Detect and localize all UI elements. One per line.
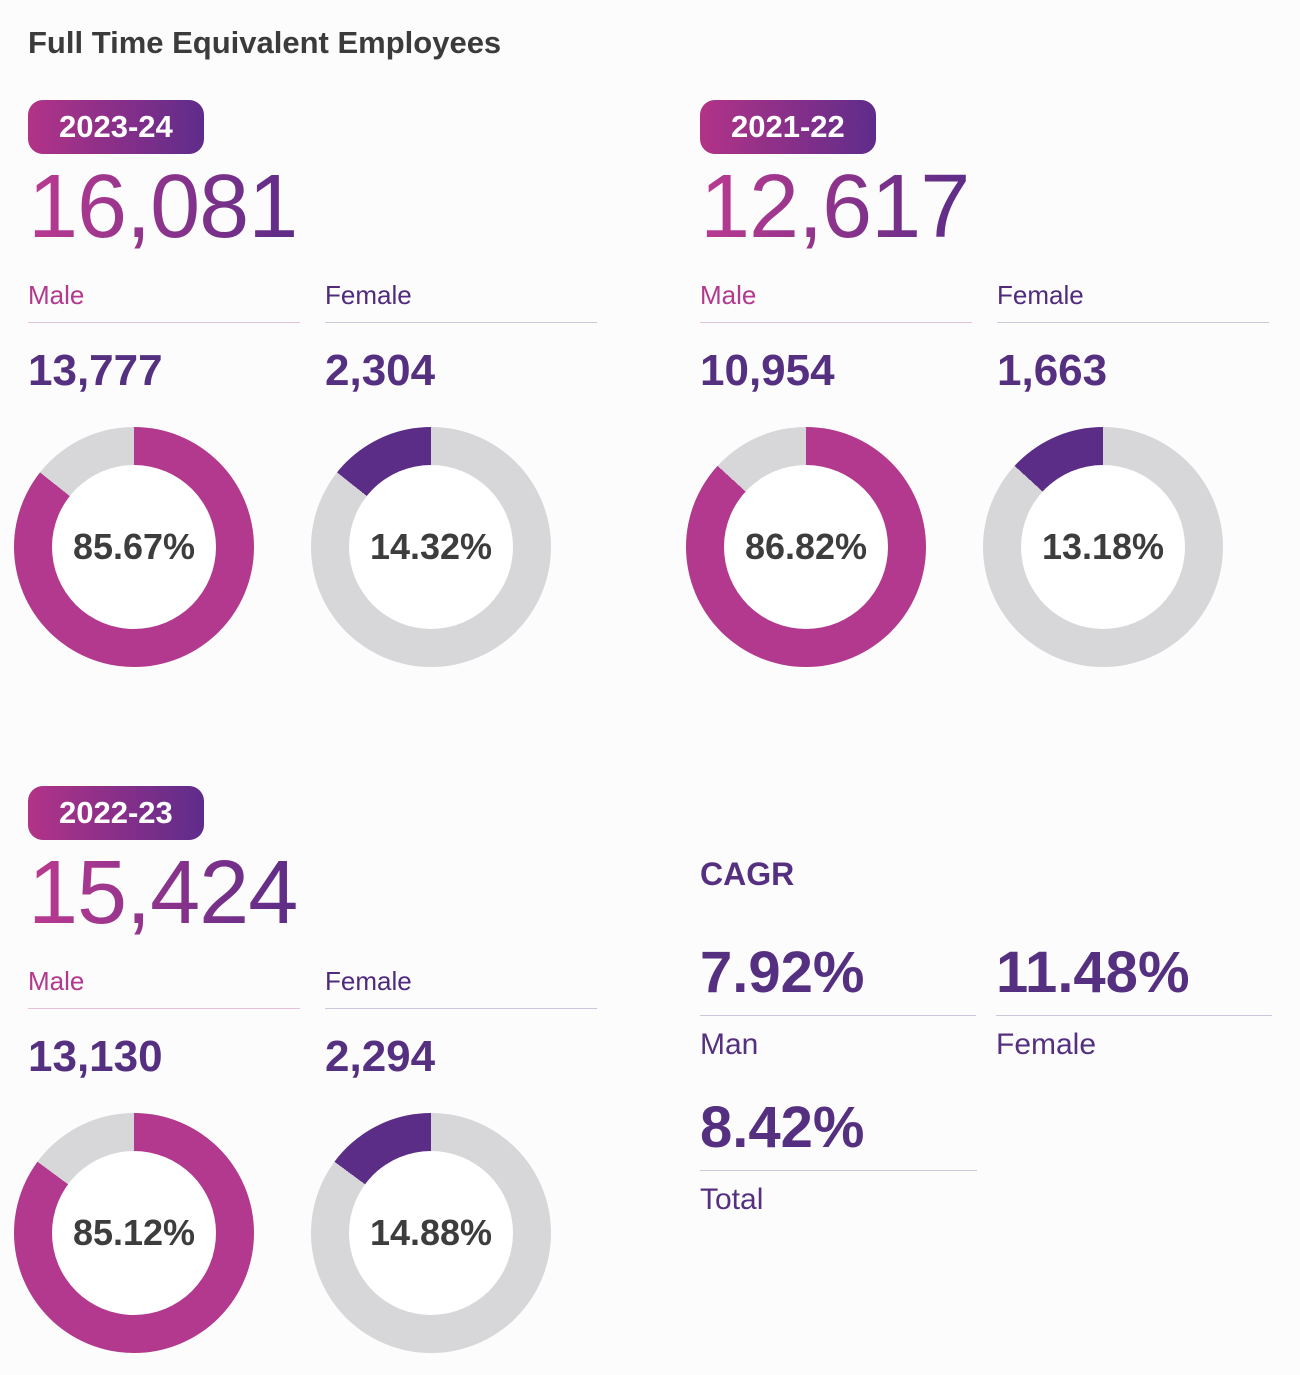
total-employees-value: 15,424 — [28, 842, 298, 943]
cagr-row: 8.42% Total — [700, 1096, 1272, 1217]
male-donut-chart: 85.12% — [14, 1113, 254, 1354]
female-donut-chart: 14.88% — [311, 1113, 551, 1354]
panel-2023-24: 2023-24 16,081 Male 13,777 85.67% Female… — [14, 100, 700, 670]
female-column: Female 1,663 13.18% — [983, 280, 1269, 668]
female-count: 2,304 — [325, 346, 436, 396]
female-column: Female 2,304 14.32% — [311, 280, 597, 668]
year-badge: 2023-24 — [28, 100, 204, 154]
male-count: 13,130 — [28, 1032, 163, 1082]
male-donut-chart: 86.82% — [686, 427, 926, 668]
cagr-female-item: 11.48% Female — [996, 941, 1272, 1062]
female-label: Female — [997, 280, 1269, 324]
cagr-female-label: Female — [996, 1027, 1097, 1061]
female-donut-chart: 13.18% — [983, 427, 1223, 668]
cagr-female-value: 11.48% — [996, 941, 1272, 1016]
year-badge: 2021-22 — [700, 100, 876, 154]
male-label: Male — [28, 966, 300, 1010]
total-employees-value: 12,617 — [700, 156, 970, 257]
panels-grid: 2023-24 16,081 Male 13,777 85.67% Female… — [14, 100, 1300, 1354]
male-count: 10,954 — [700, 346, 835, 396]
male-percent-label: 85.67% — [72, 526, 196, 568]
total-employees-value: 16,081 — [28, 156, 298, 257]
cagr-heading: CAGR — [700, 856, 795, 893]
cagr-total-value: 8.42% — [700, 1096, 977, 1171]
male-column: Male 10,954 86.82% — [686, 280, 972, 668]
male-donut-chart: 85.67% — [14, 427, 254, 668]
page-title: Full Time Equivalent Employees — [28, 25, 502, 60]
male-label: Male — [28, 280, 300, 324]
female-donut-chart: 14.32% — [311, 427, 551, 668]
panel-2021-22: 2021-22 12,617 Male 10,954 86.82% Female… — [686, 100, 1272, 670]
gender-columns: Male 13,777 85.67% Female 2,304 14.32% — [14, 280, 700, 668]
female-count: 2,294 — [325, 1032, 436, 1082]
female-percent-label: 13.18% — [1041, 526, 1165, 568]
male-column: Male 13,777 85.67% — [14, 280, 300, 668]
female-percent-label: 14.88% — [369, 1212, 493, 1254]
panel-2022-23: 2022-23 15,424 Male 13,130 85.12% Female… — [14, 786, 700, 1354]
male-count: 13,777 — [28, 346, 163, 396]
female-count: 1,663 — [997, 346, 1108, 396]
cagr-total-item: 8.42% Total — [700, 1096, 977, 1217]
female-column: Female 2,294 14.88% — [311, 966, 597, 1354]
female-label: Female — [325, 966, 597, 1010]
male-percent-label: 86.82% — [744, 526, 868, 568]
cagr-man-item: 7.92% Man — [700, 941, 976, 1062]
cagr-panel: CAGR 7.92% Man 11.48% Female 8.42% Total — [700, 856, 1272, 1353]
gender-columns: Male 10,954 86.82% Female 1,663 13.18% — [686, 280, 1272, 668]
year-badge: 2022-23 — [28, 786, 204, 840]
male-column: Male 13,130 85.12% — [14, 966, 300, 1354]
male-label: Male — [700, 280, 972, 324]
cagr-total-label: Total — [700, 1182, 764, 1216]
cagr-man-value: 7.92% — [700, 941, 976, 1016]
female-percent-label: 14.32% — [369, 526, 493, 568]
cagr-row: 7.92% Man 11.48% Female — [700, 941, 1272, 1062]
male-percent-label: 85.12% — [72, 1212, 196, 1254]
gender-columns: Male 13,130 85.12% Female 2,294 14.88% — [14, 966, 700, 1354]
cagr-man-label: Man — [700, 1027, 759, 1061]
female-label: Female — [325, 280, 597, 324]
